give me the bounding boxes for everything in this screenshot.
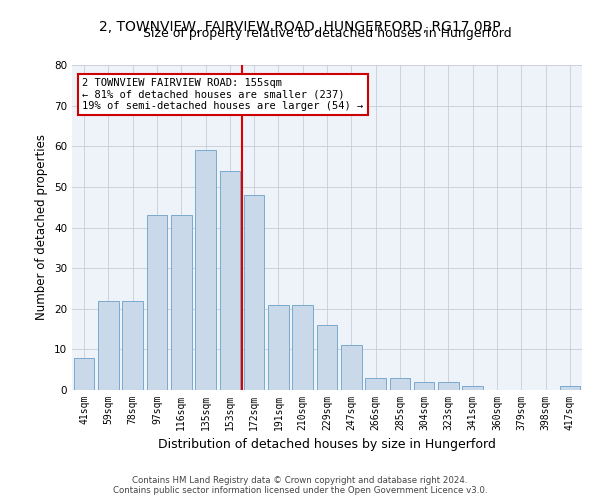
Bar bbox=[171, 216, 191, 390]
Bar bbox=[317, 325, 337, 390]
Bar bbox=[414, 382, 434, 390]
Y-axis label: Number of detached properties: Number of detached properties bbox=[35, 134, 49, 320]
Bar bbox=[74, 358, 94, 390]
Text: 2, TOWNVIEW, FAIRVIEW ROAD, HUNGERFORD, RG17 0BP: 2, TOWNVIEW, FAIRVIEW ROAD, HUNGERFORD, … bbox=[99, 20, 501, 34]
Bar bbox=[122, 300, 143, 390]
Bar bbox=[341, 346, 362, 390]
Bar bbox=[560, 386, 580, 390]
Bar bbox=[389, 378, 410, 390]
Title: Size of property relative to detached houses in Hungerford: Size of property relative to detached ho… bbox=[143, 27, 511, 40]
Bar bbox=[146, 216, 167, 390]
Bar bbox=[195, 150, 216, 390]
Bar bbox=[268, 304, 289, 390]
Bar bbox=[463, 386, 483, 390]
X-axis label: Distribution of detached houses by size in Hungerford: Distribution of detached houses by size … bbox=[158, 438, 496, 452]
Bar bbox=[365, 378, 386, 390]
Bar bbox=[220, 170, 240, 390]
Bar bbox=[98, 300, 119, 390]
Bar bbox=[292, 304, 313, 390]
Bar bbox=[244, 195, 265, 390]
Text: 2 TOWNVIEW FAIRVIEW ROAD: 155sqm
← 81% of detached houses are smaller (237)
19% : 2 TOWNVIEW FAIRVIEW ROAD: 155sqm ← 81% o… bbox=[82, 78, 364, 111]
Text: Contains HM Land Registry data © Crown copyright and database right 2024.
Contai: Contains HM Land Registry data © Crown c… bbox=[113, 476, 487, 495]
Bar bbox=[438, 382, 459, 390]
